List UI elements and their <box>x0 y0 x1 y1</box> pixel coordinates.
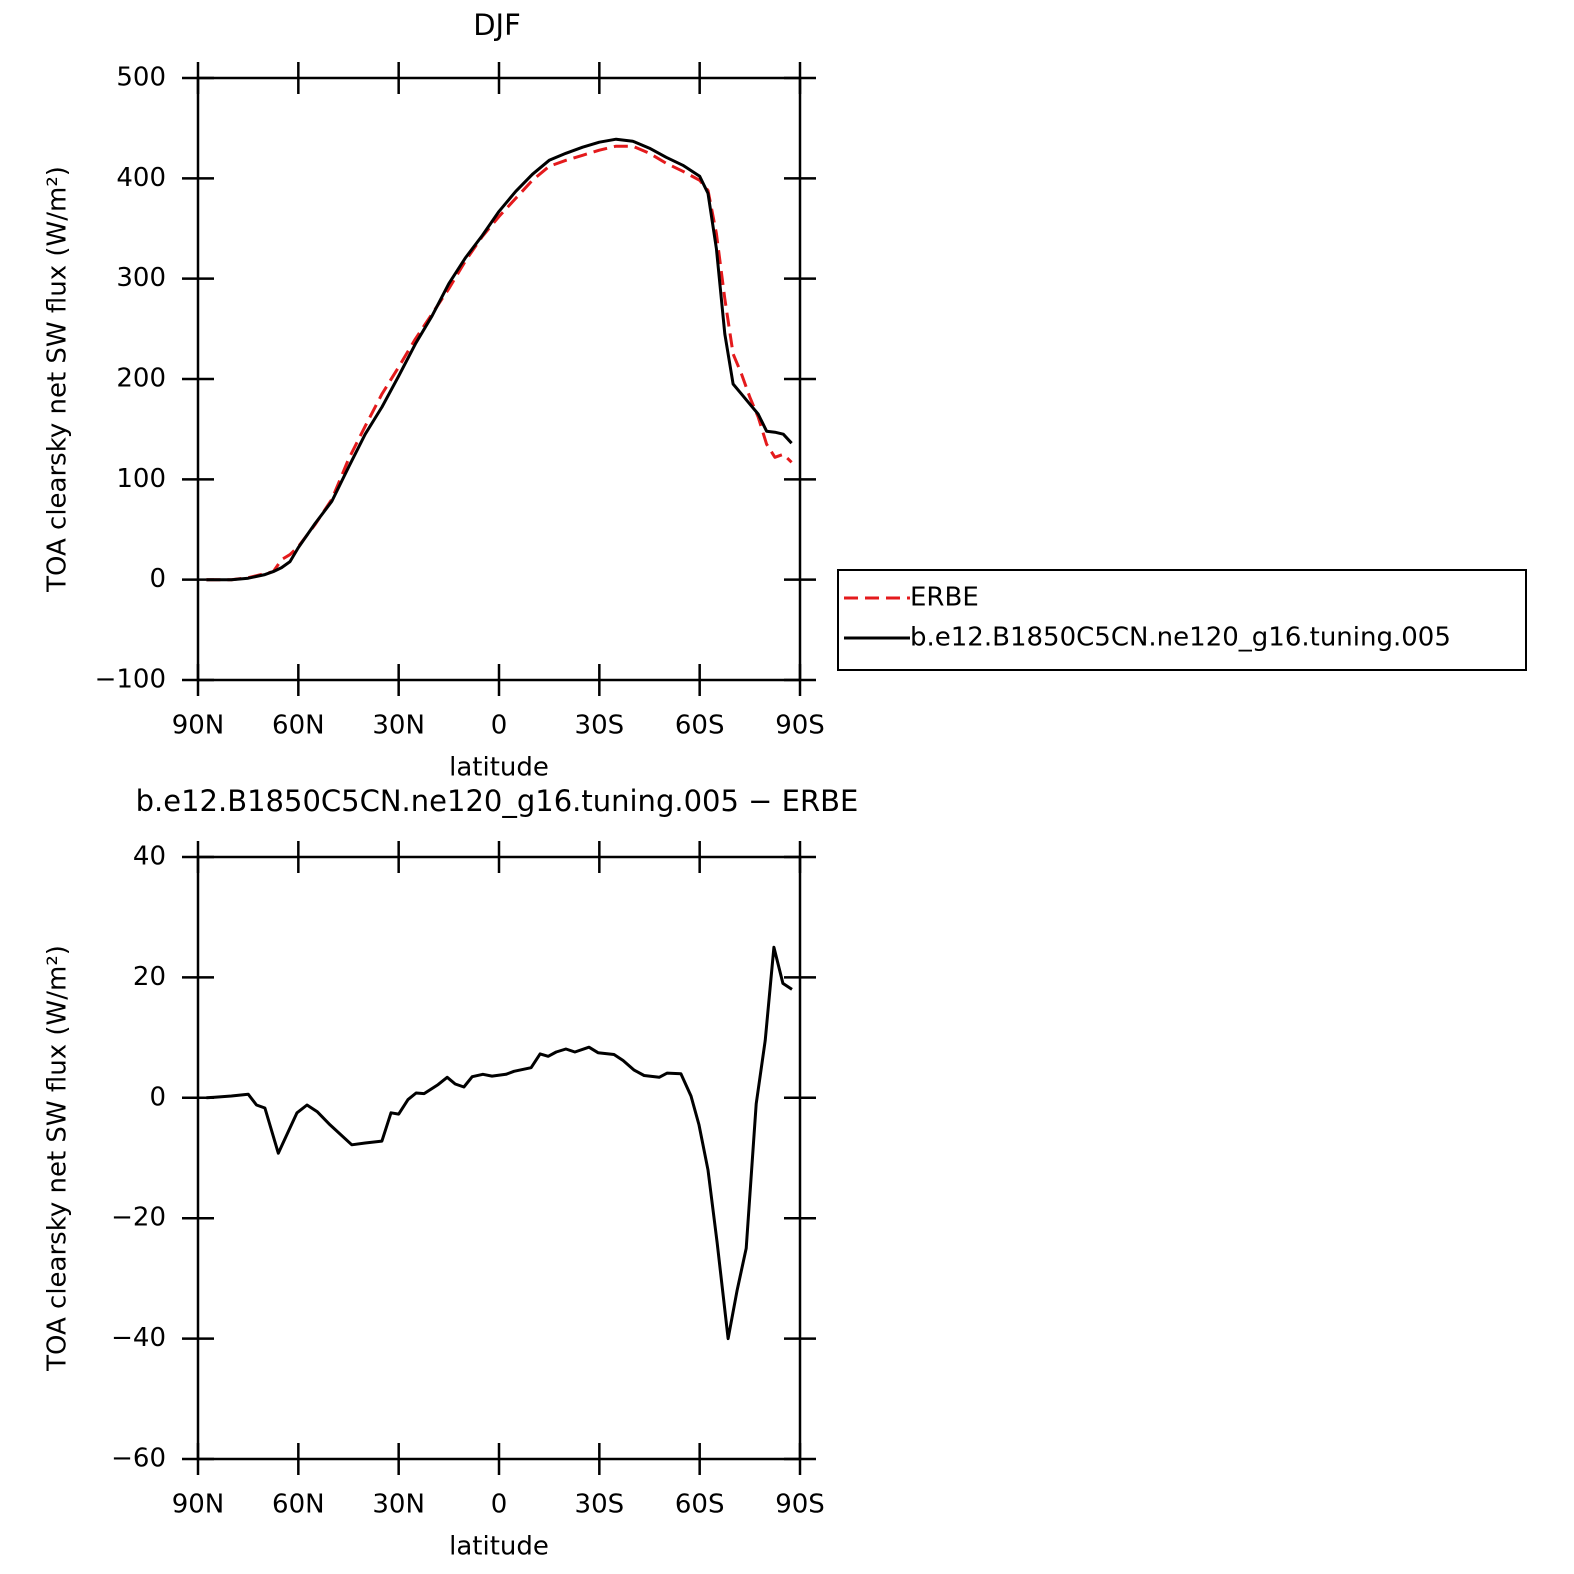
y-tick-label: 500 <box>116 63 166 93</box>
chart-title: DJF <box>473 8 521 42</box>
x-tick-label: 0 <box>491 1490 508 1520</box>
y-tick-label: −60 <box>111 1444 166 1474</box>
x-axis-label: latitude <box>449 1532 549 1562</box>
x-tick-label: 30N <box>372 711 425 741</box>
x-tick-label: 60S <box>675 711 725 741</box>
y-tick-label: −40 <box>111 1323 166 1353</box>
x-tick-label: 90S <box>775 711 825 741</box>
x-tick-label: 60N <box>272 1490 325 1520</box>
data-line <box>206 137 793 582</box>
chart-title: b.e12.B1850C5CN.ne120_g16.tuning.005 − E… <box>136 784 859 818</box>
y-tick-label: 100 <box>116 464 166 494</box>
x-tick-label: 60N <box>272 711 325 741</box>
x-axis-label: latitude <box>449 753 549 783</box>
y-axis-label: TOA clearsky net SW flux (W/m²) <box>43 945 73 1372</box>
legend-label: ERBE <box>910 583 979 613</box>
data-line <box>206 945 793 1341</box>
y-tick-label: 300 <box>116 263 166 293</box>
y-axis-label: TOA clearsky net SW flux (W/m²) <box>43 166 73 593</box>
plot-frame <box>196 76 802 682</box>
x-tick-label: 90N <box>172 711 225 741</box>
x-tick-label: 90N <box>172 1490 225 1520</box>
legend-label: b.e12.B1850C5CN.ne120_g16.tuning.005 <box>910 623 1451 653</box>
legend-box <box>837 569 1527 671</box>
x-tick-label: 90S <box>775 1490 825 1520</box>
y-tick-label: 20 <box>133 962 166 992</box>
y-tick-label: 400 <box>116 163 166 193</box>
y-tick-label: 0 <box>149 1082 166 1112</box>
y-tick-label: 40 <box>133 842 166 872</box>
x-tick-label: 30S <box>575 1490 625 1520</box>
y-tick-label: 200 <box>116 364 166 394</box>
y-tick-label: −20 <box>111 1203 166 1233</box>
y-tick-label: −100 <box>95 665 166 695</box>
x-tick-label: 30S <box>575 711 625 741</box>
x-tick-label: 0 <box>491 711 508 741</box>
x-tick-label: 30N <box>372 1490 425 1520</box>
plot-frame <box>196 855 802 1461</box>
x-tick-label: 60S <box>675 1490 725 1520</box>
y-tick-label: 0 <box>149 564 166 594</box>
